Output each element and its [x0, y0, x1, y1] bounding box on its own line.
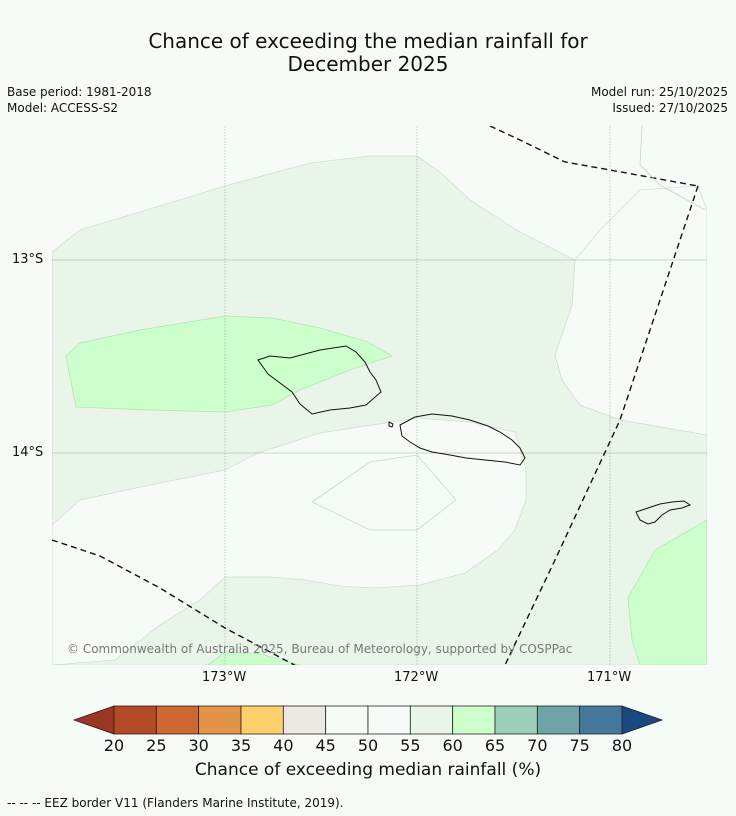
- savaii-island: [257, 345, 382, 415]
- colorbar-cell: [367, 705, 411, 735]
- meta-left: Base period: 1981-2018 Model: ACCESS-S2: [7, 84, 152, 116]
- colorbar-cell: [452, 705, 496, 735]
- lon-label-172w: 172°W: [394, 670, 439, 685]
- colorbar-cell: [155, 705, 200, 735]
- meta-right: Model run: 25/10/2025 Issued: 27/10/2025: [591, 84, 728, 116]
- eez-borders: [52, 126, 699, 665]
- base-period: Base period: 1981-2018: [7, 85, 152, 99]
- colorbar-tick-label: 20: [103, 736, 125, 755]
- colorbar-cells: [113, 705, 623, 735]
- islands: [257, 345, 692, 525]
- colorbar-tick-label: 45: [315, 736, 336, 755]
- copyright-notice: © Commonwealth of Australia 2025, Bureau…: [67, 642, 572, 656]
- colorbar-cell: [579, 705, 623, 735]
- eez-footnote: -- -- -- EEZ border V11 (Flanders Marine…: [7, 796, 344, 810]
- coastline-thin: [639, 126, 706, 211]
- colorbar-cell: [409, 705, 454, 735]
- colorbar-cell: [536, 705, 581, 735]
- lon-label-173w: 173°W: [202, 670, 247, 685]
- colorbar-tick-label: 30: [188, 736, 209, 755]
- colorbar-low-arrow: [72, 705, 115, 735]
- graticule: [52, 126, 707, 665]
- contour-60-65-south: [207, 651, 301, 665]
- manono-islet: [388, 421, 394, 428]
- colorbar-cell: [198, 705, 242, 735]
- colorbar-cell: [113, 705, 157, 735]
- title-line-2: December 2025: [287, 52, 449, 76]
- eez-border-southwest: [52, 539, 296, 665]
- colorbar-tick-label: 80: [611, 736, 633, 755]
- map-area: © Commonwealth of Australia 2025, Bureau…: [52, 126, 707, 665]
- lat-label-14s: 14°S: [12, 445, 44, 460]
- tutuila-island: [635, 500, 692, 525]
- contour-50-east: [554, 185, 707, 436]
- colorbar: [72, 705, 664, 735]
- colorbar-high-arrow: [621, 705, 664, 735]
- colorbar-tick-label: 25: [146, 736, 167, 755]
- colorbar-tick-label: 60: [442, 736, 463, 755]
- upolu-island: [399, 413, 526, 466]
- contour-50-inner: [311, 454, 457, 531]
- colorbar-tick-label: 75: [569, 736, 590, 755]
- lon-label-171w: 171°W: [587, 670, 632, 685]
- issued-date: Issued: 27/10/2025: [612, 101, 728, 115]
- colorbar-tick-label: 40: [273, 736, 294, 755]
- contour-60-65-southeast: [627, 519, 707, 665]
- colorbar-tick-label: 55: [400, 736, 421, 755]
- colorbar-title: Chance of exceeding median rainfall (%): [194, 760, 542, 780]
- colorbar-tick-label: 35: [230, 736, 252, 755]
- eez-border-east: [504, 185, 699, 665]
- colorbar-tick-label: 70: [527, 736, 548, 755]
- map-title: Chance of exceeding the median rainfall …: [0, 30, 736, 76]
- eez-border-north: [489, 126, 699, 187]
- colorbar-cell: [325, 705, 369, 735]
- title-line-1: Chance of exceeding the median rainfall …: [148, 29, 588, 53]
- colorbar-tick-label: 65: [484, 736, 506, 755]
- colorbar-cell: [282, 705, 327, 735]
- colorbar-tick-label: 50: [357, 736, 379, 755]
- contour-60-65-west: [65, 315, 393, 413]
- lat-label-13s: 13°S: [12, 252, 44, 267]
- colorbar-cell: [240, 705, 284, 735]
- colorbar-cell: [494, 705, 538, 735]
- model-run: Model run: 25/10/2025: [590, 85, 728, 99]
- model-name: Model: ACCESS-S2: [7, 101, 119, 115]
